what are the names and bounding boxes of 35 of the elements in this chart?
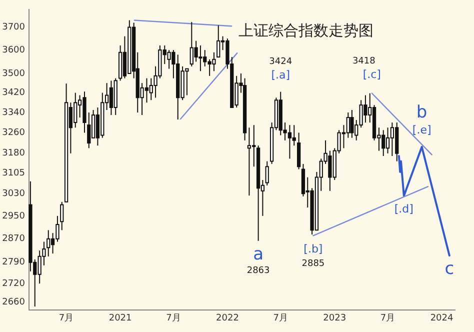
text: 上证综合指数走势图 <box>238 21 374 40</box>
annotation: a <box>253 244 264 264</box>
annotation: 2885 <box>302 258 325 269</box>
annotation: [.b] <box>304 242 323 256</box>
y-tick-label: 3700 <box>2 22 26 33</box>
y-tick-label: 3420 <box>2 88 26 98</box>
annotation: 3418 <box>352 56 376 67</box>
annotation: 3424 <box>269 57 292 68</box>
annotation: b <box>416 102 428 122</box>
x-tick-label: 2024 <box>430 314 454 324</box>
y-tick-label: 3600 <box>2 45 26 56</box>
x-tick-label: 2022 <box>216 314 239 324</box>
y-tick-label: 2660 <box>2 297 26 308</box>
annotation: [.a] <box>271 68 290 82</box>
x-tick-label: 2021 <box>108 314 132 324</box>
x-tick-label: 7月 <box>380 314 396 324</box>
y-tick-label: 3260 <box>2 128 26 138</box>
y-tick-label: 2720 <box>2 278 26 289</box>
annotation: [.c] <box>362 68 381 82</box>
y-tick-label: 3030 <box>2 188 26 199</box>
x-tick-label: 7月 <box>58 314 74 324</box>
y-tick-label: 2950 <box>2 211 26 222</box>
y-tick-label: 2870 <box>2 234 26 244</box>
x-tick-label: 7月 <box>273 314 288 324</box>
y-tick-label: 3500 <box>2 68 26 79</box>
x-tick-label: 2023 <box>323 314 346 324</box>
annotation: c <box>444 258 454 279</box>
annotation: [.e] <box>412 124 432 137</box>
x-tick-label: 7月 <box>166 314 181 324</box>
y-tick-label: 2790 <box>2 258 26 268</box>
y-tick-label: 3105 <box>2 168 25 179</box>
annotation: 2863 <box>246 266 270 276</box>
y-tick-label: 3340 <box>2 108 26 118</box>
y-tick-label: 3180 <box>2 148 26 159</box>
annotation: [.d] <box>394 202 414 216</box>
